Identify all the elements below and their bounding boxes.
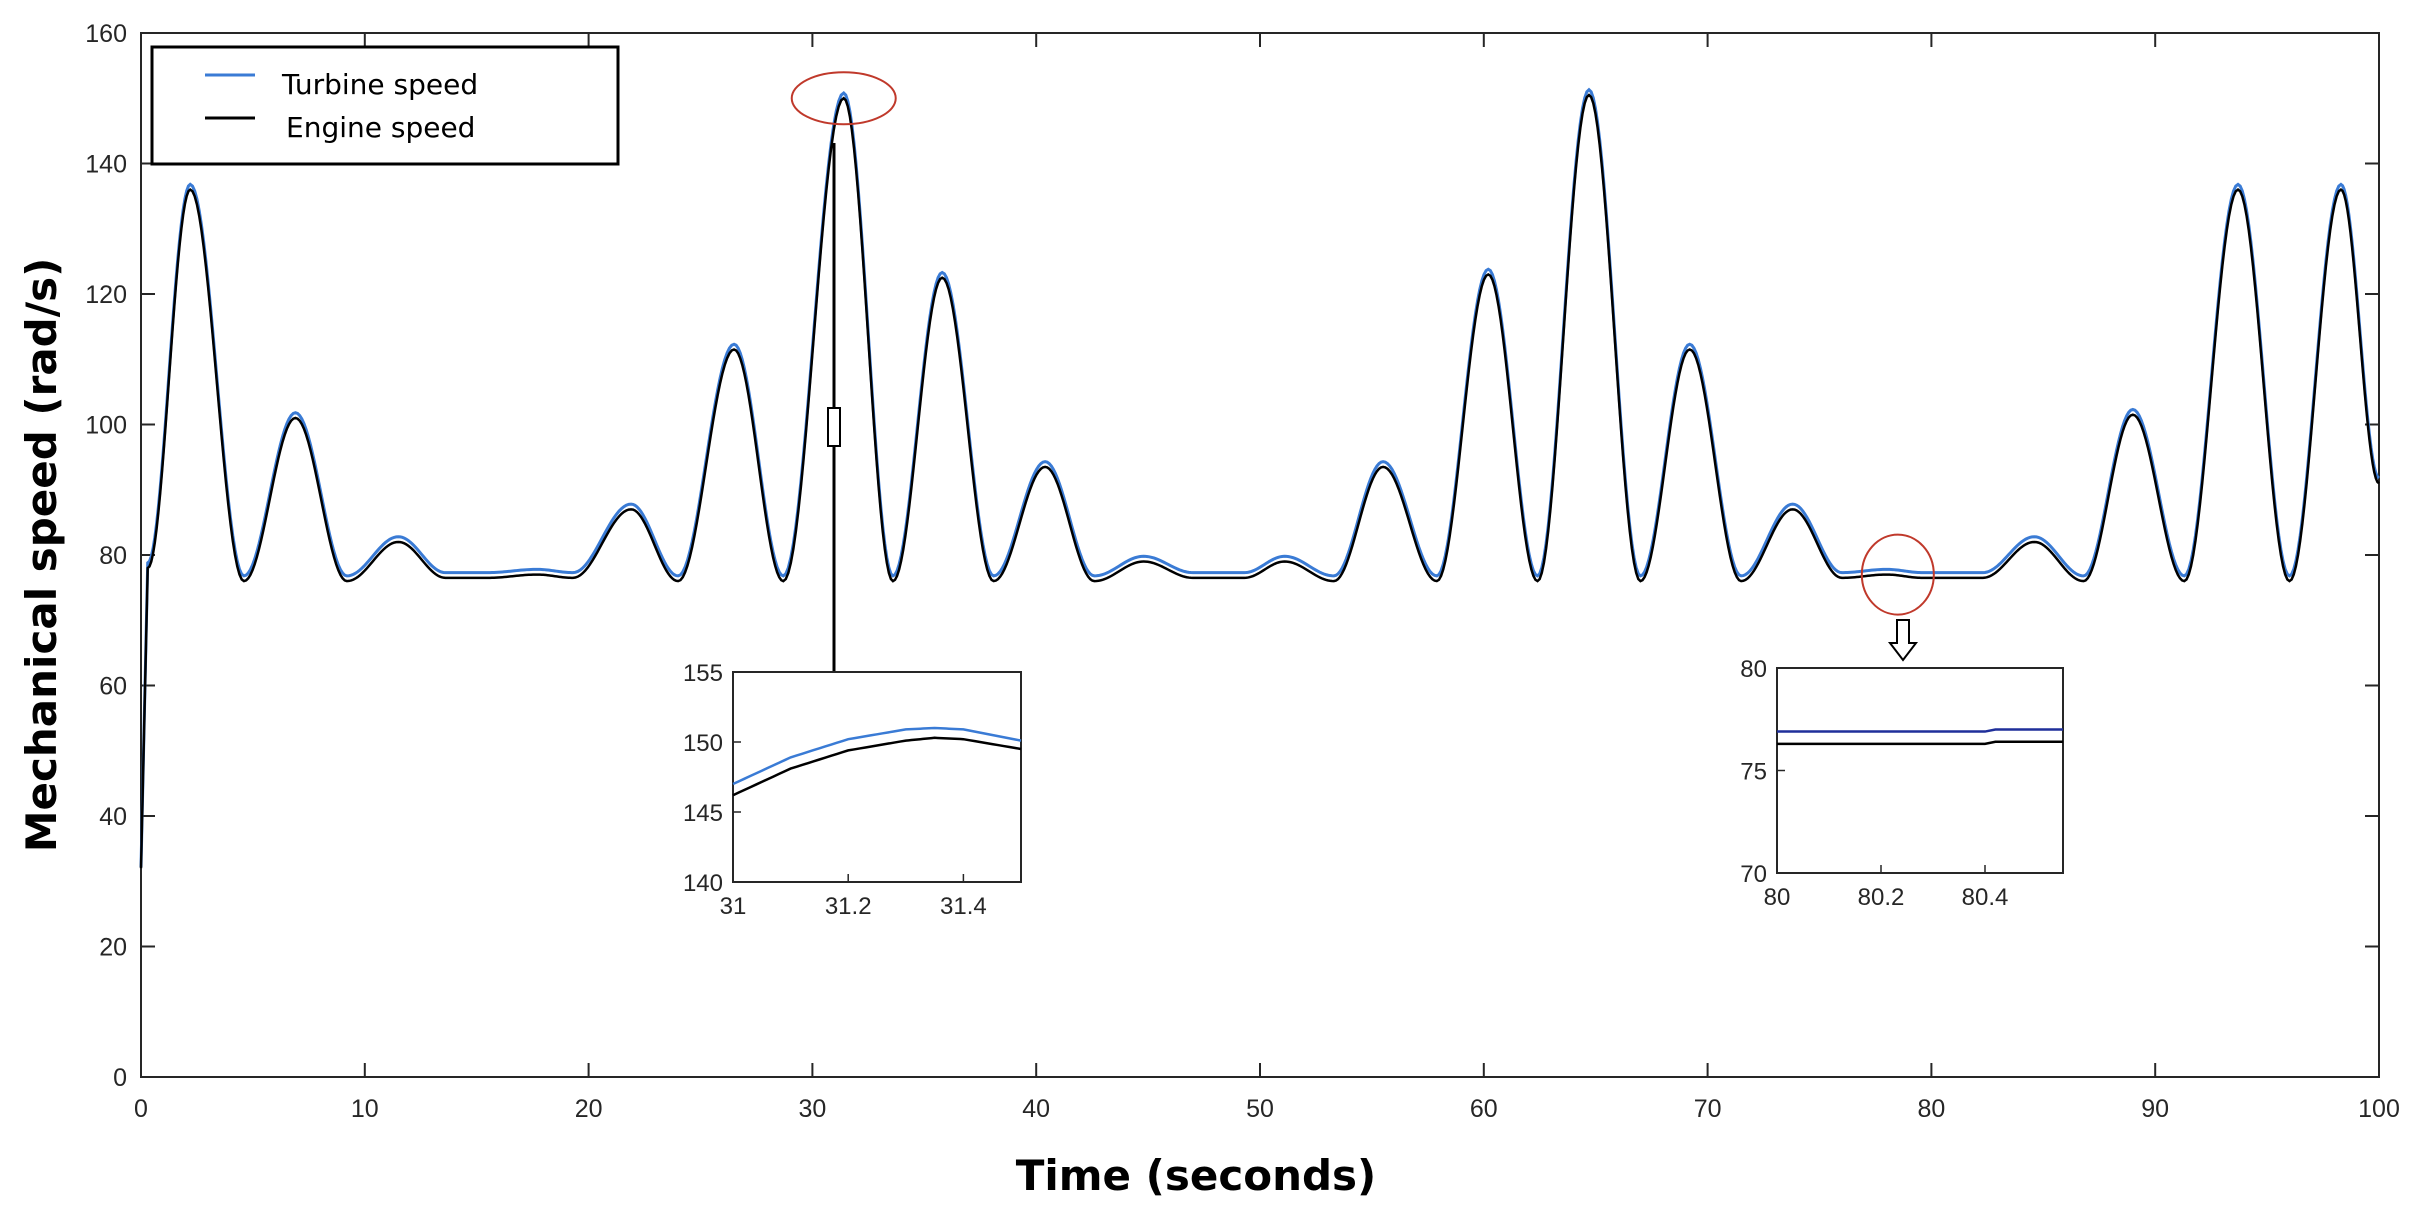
y-tick-label: 0: [113, 1064, 127, 1092]
x-tick-label: 90: [2141, 1095, 2169, 1123]
inset-y-tick-label: 70: [1740, 861, 1767, 888]
inset-y-tick-label: 145: [683, 800, 723, 827]
y-axis-title: Mechanical speed (rad/s): [17, 258, 66, 853]
inset-connectors: [827, 143, 1919, 672]
inset-y-tick-label: 80: [1740, 656, 1767, 683]
y-tick-label: 20: [99, 934, 127, 962]
inset-1-series-turbine-speed: [732, 726, 1022, 786]
inset-x-tick-label: 31: [720, 893, 747, 920]
x-tick-label: 50: [1246, 1095, 1274, 1123]
x-tick-label: 20: [575, 1095, 603, 1123]
inset-1-series-engine-speed: [732, 736, 1022, 797]
x-tick-label: 70: [1694, 1095, 1722, 1123]
y-tick-label: 140: [85, 151, 127, 179]
inset-y-tick-label: 75: [1740, 759, 1767, 786]
inset-2-ticks: 80 80.2 80.4 70 75 80: [1740, 656, 2008, 911]
inset-y-tick-label: 150: [683, 730, 723, 757]
inset-zoom-steady: 80 80.2 80.4 70 75 80: [1740, 656, 2064, 911]
annotation-circle: [1860, 533, 1935, 616]
y-tick-label: 60: [99, 673, 127, 701]
inset-x-tick-label: 80.2: [1858, 884, 1905, 911]
x-tick-label: 60: [1470, 1095, 1498, 1123]
series-line-turbine-speed: [139, 87, 2380, 868]
legend-label-turbine-speed: Turbine speed: [281, 68, 478, 101]
inset-2-series-turbine-speed: [1777, 728, 2063, 733]
y-tick-label: 160: [85, 20, 127, 48]
inset-2-down-arrow-icon: [1887, 619, 1919, 662]
x-tick-label: 40: [1022, 1095, 1050, 1123]
inset-x-tick-label: 80: [1764, 884, 1791, 911]
x-tick-label: 30: [798, 1095, 826, 1123]
x-axis-ticks: 0 10 20 30 40 50 60 70 80 90 100: [134, 33, 2400, 1123]
main-series-group: [139, 87, 2380, 869]
x-tick-label: 10: [351, 1095, 379, 1123]
y-tick-label: 120: [85, 281, 127, 309]
y-tick-label: 100: [85, 412, 127, 440]
x-axis-title: Time (seconds): [1016, 1151, 1377, 1200]
y-tick-label: 40: [99, 803, 127, 831]
inset-2-series-engine-speed: [1777, 740, 2063, 746]
legend-box: [150, 45, 620, 166]
y-tick-label: 80: [99, 542, 127, 570]
inset-x-tick-label: 31.2: [825, 893, 872, 920]
legend-label-engine-speed: Engine speed: [286, 111, 475, 144]
inset-x-tick-label: 31.4: [940, 893, 987, 920]
inset-y-tick-label: 140: [683, 870, 723, 897]
inset-y-tick-label: 155: [683, 660, 723, 687]
x-tick-label: 80: [1917, 1095, 1945, 1123]
inset-1-connector-knob: [827, 407, 841, 447]
inset-zoom-peak: 31 31.2 31.4 140 145 150 155: [683, 660, 1022, 920]
inset-x-tick-label: 80.4: [1962, 884, 2009, 911]
inset-2-frame: [1776, 667, 2064, 874]
legend: Turbine speed Engine speed: [150, 45, 620, 166]
inset-1-ticks: 31 31.2 31.4 140 145 150 155: [683, 660, 987, 920]
annotation-circles: [790, 71, 1935, 616]
annotation-circle: [790, 71, 897, 126]
series-line-engine-speed: [139, 93, 2380, 869]
inset-1-frame: [732, 671, 1022, 883]
x-tick-label: 100: [2358, 1095, 2400, 1123]
x-tick-label: 0: [134, 1095, 148, 1123]
